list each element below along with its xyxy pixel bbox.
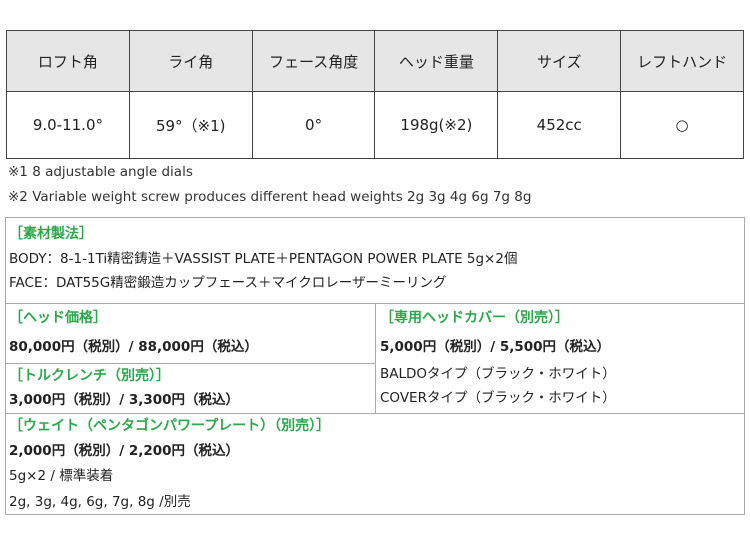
head-cover-section: ［専用ヘッドカバー（別売）］ 5,000円（税別）/ 5,500円（税込） BA… [376,306,745,410]
divider-vertical [375,303,376,414]
weight-section: ［ウェイト（ペンタゴンパワープレート）（別売）］ 2,000円（税別）/ 2,2… [5,414,745,514]
header-face-angle: フェース角度 [251,30,376,92]
header-lie: ライ角 [128,30,253,92]
head-cover-cover: COVERタイプ（ブラック・ホワイト） [380,390,616,406]
torque-wrench-value: 3,000円（税別）/ 3,300円（税込） [9,392,240,408]
head-price-section: ［ヘッド価格］ 80,000円（税別）/ 88,000円（税込） [5,306,375,360]
head-price-title: ［ヘッド価格］ [9,310,107,326]
header-left-hand: レフトハンド [620,30,744,92]
value-face-angle: 0° [251,91,376,159]
weight-optional: 2g, 3g, 4g, 6g, 7g, 8g /別売 [9,494,191,510]
torque-wrench-section: ［トルクレンチ（別売）］ 3,000円（税別）/ 3,300円（税込） [5,364,375,413]
materials-face: FACE：DAT55G精密鍛造カップフェース＋マイクロレーザーミーリング [9,275,447,291]
weight-title: ［ウェイト（ペンタゴンパワープレート）（別売）］ [9,418,331,434]
value-lie: 59°（※1) [128,91,253,159]
value-left-hand: ○ [620,91,744,159]
materials-section: ［素材製法］ BODY：8-1-1Ti精密鋳造＋VASSIST PLATE＋PE… [5,222,745,295]
torque-wrench-title: ［トルクレンチ（別売）］ [9,368,170,384]
divider-left [5,363,376,364]
head-price-value: 80,000円（税別）/ 88,000円（税込） [9,339,258,355]
spec-table: ロフト角 ライ角 フェース角度 ヘッド重量 サイズ レフトハンド 9.0-11.… [6,30,744,159]
weight-standard: 5g×2 / 標準装着 [9,468,114,484]
note-1: ※1 8 adjustable angle dials [8,164,193,180]
header-size: サイズ [497,30,622,92]
spec-header-row: ロフト角 ライ角 フェース角度 ヘッド重量 サイズ レフトハンド [6,30,744,92]
details-box [5,217,745,515]
value-size: 452cc [497,91,622,159]
value-head-weight: 198g(※2) [374,91,499,159]
header-loft: ロフト角 [6,30,130,92]
materials-body: BODY：8-1-1Ti精密鋳造＋VASSIST PLATE＋PENTAGON … [9,251,518,267]
weight-price: 2,000円（税別）/ 2,200円（税込） [9,443,240,459]
head-cover-baldo: BALDOタイプ（ブラック・ホワイト） [380,366,616,382]
head-cover-value: 5,000円（税別）/ 5,500円（税込） [380,339,611,355]
head-cover-title: ［専用ヘッドカバー（別売）］ [380,310,569,326]
header-head-weight: ヘッド重量 [374,30,499,92]
materials-title: ［素材製法］ [9,226,93,242]
note-2: ※2 Variable weight screw produces differ… [8,189,532,205]
spec-value-row: 9.0-11.0° 59°（※1) 0° 198g(※2) 452cc ○ [6,91,744,159]
value-loft: 9.0-11.0° [6,91,130,159]
